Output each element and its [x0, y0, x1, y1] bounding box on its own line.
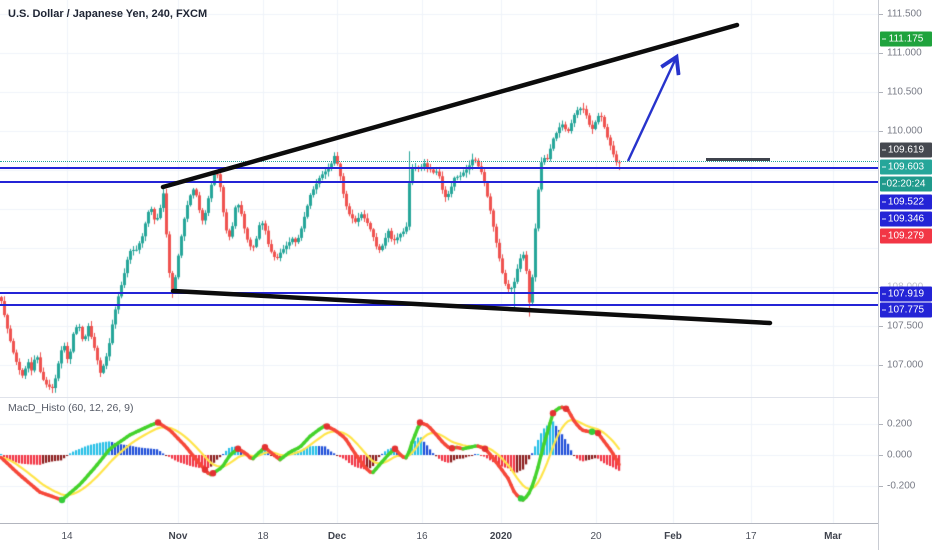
badge-text: 109.603 — [887, 161, 925, 173]
hline-price-label-4: 107.775 — [880, 302, 932, 318]
pane-separator[interactable] — [0, 397, 932, 398]
badge-pointer-dash — [882, 201, 886, 203]
current-price-label: 109.603 — [880, 159, 932, 175]
stop-loss-price-label: 109.279 — [880, 228, 932, 244]
price-axis-tick: 110.500 — [887, 86, 923, 98]
badge-pointer-dash — [882, 235, 886, 237]
current-price-line — [0, 161, 878, 162]
macd-axis-tick: -0.200 — [887, 480, 916, 492]
badge-text: 107.919 — [887, 288, 925, 300]
price-tick-dash — [879, 14, 883, 15]
time-axis[interactable]: 14 Nov 18 Dec 16 2020 20 Feb 17 Mar — [0, 524, 878, 550]
badge-pointer-dash — [882, 149, 886, 151]
badge-pointer-dash — [882, 293, 886, 295]
time-axis-label: Nov — [168, 531, 188, 542]
badge-pointer-dash — [882, 166, 886, 168]
horizontal-price-line-109.522[interactable] — [0, 167, 878, 169]
badge-text: 111.175 — [888, 33, 924, 45]
indicator-title[interactable]: MacD_Histo (60, 12, 26, 9) — [8, 402, 134, 414]
macd-axis-tick: 0.200 — [887, 418, 913, 430]
badge-text: 109.346 — [887, 213, 925, 225]
time-axis-label: 18 — [257, 531, 269, 542]
badge-text: 109.619 — [887, 144, 925, 156]
macd-tick-dash — [879, 424, 883, 425]
badge-text: 109.522 — [887, 196, 925, 208]
horizontal-price-line-107.775[interactable] — [0, 304, 878, 306]
badge-text: 107.775 — [887, 304, 925, 316]
entry-price-label: 109.619 — [880, 142, 932, 158]
hline-price-label-2: 109.346 — [880, 211, 932, 227]
price-tick-dash — [879, 365, 883, 366]
time-axis-label: Feb — [664, 531, 682, 542]
position-entry-price-line[interactable] — [706, 158, 770, 161]
hline-price-label-1: 109.522 — [880, 194, 932, 210]
price-axis-tick: 111.000 — [887, 47, 922, 59]
price-tick-dash — [879, 131, 883, 132]
time-axis-label: Mar — [824, 531, 842, 542]
time-axis-separator — [0, 523, 932, 524]
time-axis-label: 16 — [416, 531, 428, 542]
time-axis-label: 20 — [590, 531, 602, 542]
price-axis-tick: 107.500 — [887, 320, 924, 332]
macd-axis-tick: 0.000 — [887, 449, 913, 461]
price-axis-tick: 110.000 — [887, 125, 923, 137]
badge-text: 109.279 — [887, 230, 925, 242]
price-axis[interactable]: 111.500111.000110.500110.000108.000107.5… — [878, 0, 932, 550]
price-tick-dash — [879, 92, 883, 93]
macd-tick-dash — [879, 455, 883, 456]
time-axis-label: 14 — [61, 531, 73, 542]
badge-pointer-dash — [882, 218, 886, 220]
symbol-title[interactable]: U.S. Dollar / Japanese Yen, 240, FXCM — [8, 8, 208, 20]
badge-pointer-dash — [882, 183, 886, 185]
price-tick-dash — [879, 53, 883, 54]
horizontal-price-line-109.346[interactable] — [0, 181, 878, 183]
price-and-macd-chart-canvas[interactable] — [0, 0, 878, 550]
time-axis-label: 17 — [745, 531, 757, 542]
badge-text: 02:20:24 — [886, 178, 926, 190]
bar-countdown-label: 02:20:24 — [880, 176, 932, 192]
time-axis-label: 2020 — [489, 531, 513, 542]
price-tick-dash — [879, 326, 883, 327]
take-profit-price-label: 111.175 — [880, 31, 932, 47]
price-axis-tick: 111.500 — [887, 8, 922, 20]
horizontal-price-line-107.919[interactable] — [0, 292, 878, 294]
badge-pointer-dash — [882, 38, 886, 40]
time-axis-label: Dec — [327, 531, 347, 542]
badge-pointer-dash — [882, 309, 886, 311]
hline-price-label-3: 107.919 — [880, 286, 932, 302]
price-axis-tick: 107.000 — [887, 359, 924, 371]
macd-tick-dash — [879, 486, 883, 487]
